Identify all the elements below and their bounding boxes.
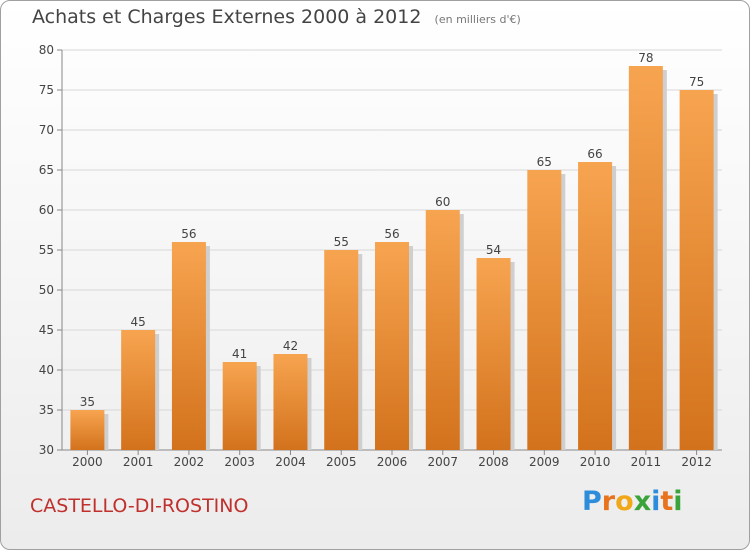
x-tick-label-2001: 2001 [123, 455, 154, 469]
x-tick-label-2011: 2011 [631, 455, 662, 469]
logo-letter: o [615, 486, 634, 517]
chart-title: Achats et Charges Externes 2000 à 2012 [32, 6, 422, 28]
data-label-2009: 65 [537, 155, 552, 169]
data-label-2005: 55 [334, 235, 349, 249]
y-tick-label: 40 [39, 363, 54, 377]
commune-name: CASTELLO-DI-ROSTINO [30, 495, 249, 517]
x-tick-label-2007: 2007 [427, 455, 458, 469]
title-row: Achats et Charges Externes 2000 à 2012 (… [32, 6, 521, 28]
x-tick-label-2008: 2008 [478, 455, 509, 469]
proxiti-logo[interactable]: Proxiti [582, 486, 683, 517]
bar-2012 [679, 90, 714, 450]
data-label-2004: 42 [283, 339, 298, 353]
y-tick-label: 35 [39, 403, 54, 417]
data-label-2007: 60 [435, 195, 450, 209]
x-tick-label-2012: 2012 [681, 455, 712, 469]
y-tick-label: 80 [39, 43, 54, 57]
data-label-2000: 35 [80, 395, 95, 409]
bar-2009 [527, 170, 562, 450]
chart-subtitle: (en milliers d'€) [434, 13, 521, 26]
logo-letter: x [633, 486, 652, 517]
bar-2006 [375, 242, 409, 450]
x-tick-label-2005: 2005 [326, 455, 357, 469]
y-tick-label: 55 [39, 243, 54, 257]
data-label-2012: 75 [689, 75, 704, 89]
bar-2002 [171, 242, 206, 450]
bar-2003 [222, 362, 257, 450]
data-label-2010: 66 [587, 147, 602, 161]
x-tick-label-2003: 2003 [224, 455, 255, 469]
x-tick-label-2010: 2010 [580, 455, 611, 469]
logo-letter: r [601, 486, 616, 517]
data-label-2003: 41 [232, 347, 247, 361]
data-label-2001: 45 [131, 315, 146, 329]
x-tick-label-2004: 2004 [275, 455, 306, 469]
y-tick-label: 75 [39, 83, 54, 97]
data-label-2011: 78 [638, 51, 653, 65]
data-label-2006: 56 [384, 227, 399, 241]
bar-2011 [628, 66, 663, 450]
bar-2005 [324, 250, 359, 450]
bars [70, 66, 718, 450]
x-tick-label-2009: 2009 [529, 455, 560, 469]
bar-2008 [476, 258, 511, 450]
bar-2004 [273, 354, 308, 450]
logo-letter: t [660, 486, 674, 517]
x-tick-label-2006: 2006 [377, 455, 408, 469]
y-tick-label: 45 [39, 323, 54, 337]
y-tick-label: 70 [39, 123, 54, 137]
data-label-2008: 54 [486, 243, 501, 257]
x-tick-label-2002: 2002 [174, 455, 205, 469]
bar-2001 [121, 330, 156, 450]
data-label-2002: 56 [181, 227, 196, 241]
y-tick-label: 60 [39, 203, 54, 217]
logo-letter: i [673, 486, 683, 517]
y-tick-label: 50 [39, 283, 54, 297]
bar-2000 [70, 410, 105, 450]
y-tick-label: 65 [39, 163, 54, 177]
data-labels: 35 45 56 41 42 55 56 60 54 65 66 78 75 [80, 51, 705, 409]
x-tick-label-2000: 2000 [72, 455, 103, 469]
y-tick-label: 30 [39, 443, 54, 457]
bar-2010 [578, 162, 613, 450]
bar-2007 [425, 210, 460, 450]
logo-letter: P [582, 486, 602, 517]
logo-letter: i [651, 486, 661, 517]
